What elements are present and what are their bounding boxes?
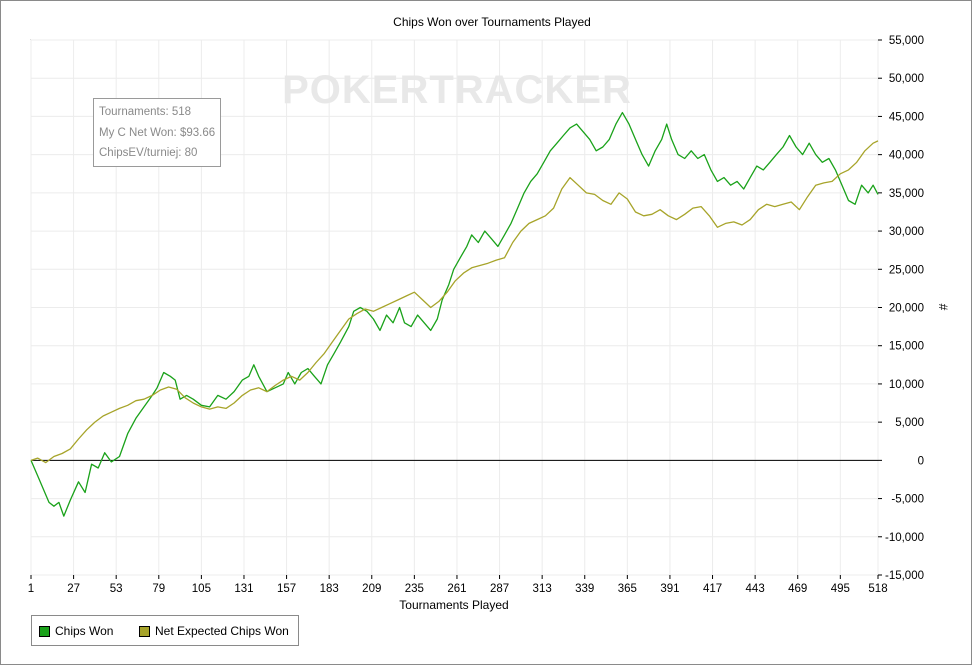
y-tick-label: 20,000 xyxy=(889,303,924,315)
y-tick-label: -15,000 xyxy=(885,570,924,582)
info-net-won: My C Net Won: $93.66 xyxy=(99,126,216,139)
y-tick-label: 55,000 xyxy=(889,35,924,47)
x-tick-label: 53 xyxy=(110,583,123,595)
x-tick-label: 235 xyxy=(405,583,424,595)
x-tick-label: 105 xyxy=(192,583,211,595)
y-tick-label: 45,000 xyxy=(889,111,924,123)
x-tick-label: 79 xyxy=(152,583,165,595)
y-tick-label: 50,000 xyxy=(889,73,924,85)
y-tick-label: -10,000 xyxy=(885,532,924,544)
x-tick-label: 287 xyxy=(490,583,509,595)
info-chips-ev: ChipsEV/turniej: 80 xyxy=(99,147,198,159)
x-tick-label: 495 xyxy=(831,583,850,595)
legend-label-chips-won: Chips Won xyxy=(55,624,114,638)
legend-label-net-expected: Net Expected Chips Won xyxy=(155,624,289,638)
x-tick-label: 391 xyxy=(660,583,679,595)
series-group xyxy=(30,111,879,517)
x-tick-label: 1 xyxy=(28,583,34,595)
x-axis-ticks: 1 27 53 79 105 131 157 183 209 235 261 287 313 339 365… xyxy=(28,575,888,595)
chart-title: Chips Won over Tournaments Played xyxy=(393,15,591,29)
legend-item-net-expected[interactable]: Net Expected Chips Won xyxy=(139,624,289,638)
y-tick-label: 0 xyxy=(918,455,924,467)
x-tick-label: 518 xyxy=(868,583,887,595)
y-tick-label: 40,000 xyxy=(889,150,924,162)
legend-swatch-chips-won xyxy=(39,625,50,637)
x-tick-label: 417 xyxy=(703,583,722,595)
x-tick-label: 209 xyxy=(362,583,381,595)
x-tick-label: 469 xyxy=(788,583,807,595)
legend-item-chips-won[interactable]: Chips Won xyxy=(39,624,113,638)
x-axis-label: Tournaments Played xyxy=(399,598,508,612)
x-tick-label: 365 xyxy=(618,583,637,595)
x-tick-label: 183 xyxy=(320,583,339,595)
series-line-net-expected xyxy=(30,140,879,464)
y-tick-label: 35,000 xyxy=(889,188,924,200)
y-tick-label: 10,000 xyxy=(889,379,924,391)
x-tick-label: 157 xyxy=(277,583,296,595)
y-tick-label: 15,000 xyxy=(889,341,924,353)
poker-tracker-watermark: POKERTRACKER xyxy=(282,68,632,112)
info-tournaments: Tournaments: 518 xyxy=(99,106,192,118)
stats-info-box: Tournaments: 518 My C Net Won: $93.66 Ch… xyxy=(93,98,221,167)
y-axis-ticks: 55,000 50,000 45,000 40,000 35,000 30,000 25,0… xyxy=(878,35,924,582)
x-tick-label: 27 xyxy=(67,583,80,595)
y-tick-label: 25,000 xyxy=(889,264,924,276)
y-tick-label: 30,000 xyxy=(889,226,924,238)
x-tick-label: 261 xyxy=(447,583,466,595)
x-tick-label: 131 xyxy=(234,583,253,595)
x-tick-label: 443 xyxy=(746,583,765,595)
x-tick-label: 313 xyxy=(533,583,552,595)
legend-swatch-net-expected xyxy=(139,625,150,637)
y-axis-label: # xyxy=(936,304,950,311)
y-tick-label: -5,000 xyxy=(891,494,924,506)
y-tick-label: 5,000 xyxy=(895,417,924,429)
legend: Chips Won Net Expected Chips Won xyxy=(31,615,299,646)
x-tick-label: 339 xyxy=(575,583,594,595)
